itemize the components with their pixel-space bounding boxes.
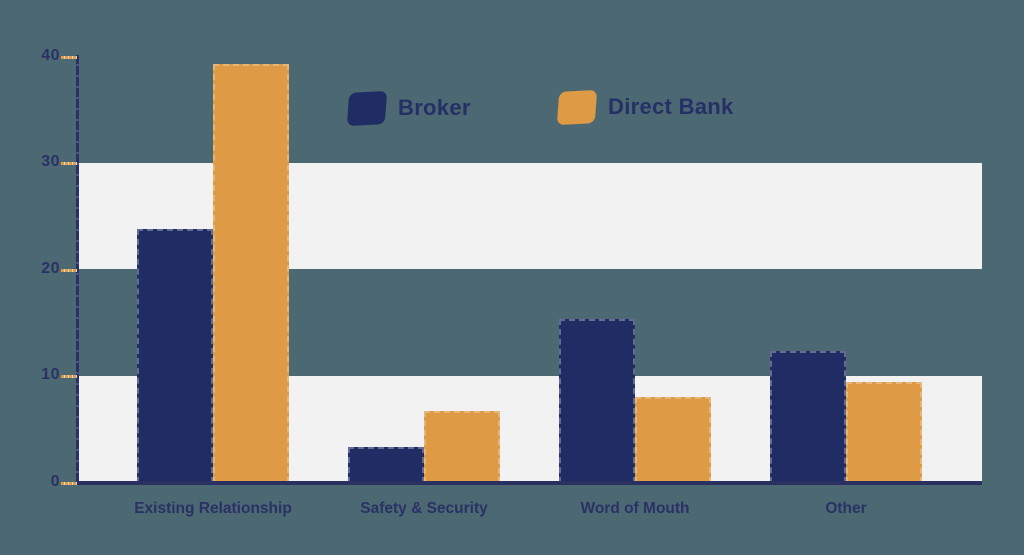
bar-direct-bank [424, 410, 500, 483]
x-category-label: Safety & Security [360, 500, 488, 517]
legend-item-broker: Broker [346, 90, 471, 126]
y-tick-mark [61, 162, 77, 166]
legend-item-direct-bank: Direct Bank [556, 89, 734, 125]
y-tick-label: 20 [41, 259, 60, 277]
y-tick-label: 30 [41, 153, 60, 171]
x-category-label: Other [825, 500, 867, 517]
bar-broker [770, 350, 846, 483]
y-tick-mark [61, 55, 77, 59]
bar-broker [559, 318, 635, 483]
x-axis-line [76, 481, 982, 485]
direct-bank-swatch-icon [556, 89, 598, 125]
bar-broker [348, 446, 424, 483]
y-tick-mark [61, 375, 77, 379]
bar-direct-bank [635, 396, 711, 483]
bar-direct-bank [846, 381, 922, 483]
bar-direct-bank [213, 64, 289, 483]
legend-label-broker: Broker [398, 95, 471, 120]
x-category-label: Word of Mouth [580, 500, 690, 517]
y-tick-mark [61, 482, 77, 485]
x-category-label: Existing Relationship [134, 500, 292, 517]
y-tick-mark [61, 268, 77, 272]
y-tick-label: 40 [41, 46, 60, 64]
legend-label-direct-bank: Direct Bank [608, 94, 734, 119]
broker-swatch-icon [346, 90, 388, 126]
bar-broker [137, 229, 213, 483]
y-tick-label: 10 [41, 366, 60, 384]
y-axis-line [76, 55, 79, 483]
y-tick-label: 0 [50, 473, 60, 490]
